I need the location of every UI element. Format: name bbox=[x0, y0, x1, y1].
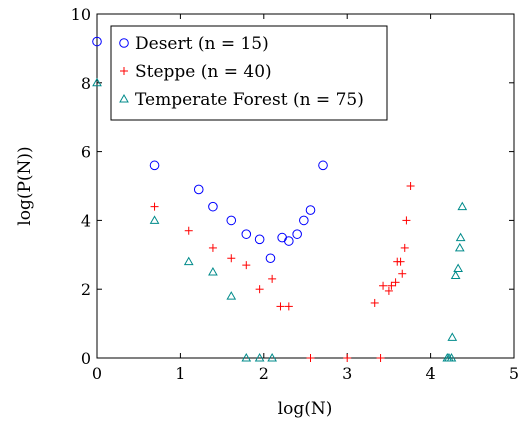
triangle-point bbox=[149, 215, 160, 224]
series-2 bbox=[92, 77, 468, 362]
triangle-point bbox=[226, 291, 237, 300]
plus-point bbox=[384, 286, 393, 295]
circle-point bbox=[254, 234, 265, 245]
y-tick-label: 2 bbox=[81, 280, 91, 299]
triangle-point bbox=[254, 352, 265, 362]
triangle-point bbox=[450, 270, 461, 279]
y-tick-label: 10 bbox=[71, 5, 91, 24]
legend-box bbox=[110, 25, 388, 121]
y-tick-label: 8 bbox=[81, 74, 91, 93]
circle-point bbox=[277, 232, 287, 243]
legend: Desert (n = 15) Steppe (n = 40) Temperate … bbox=[110, 25, 388, 121]
y-tick-label: 6 bbox=[81, 143, 91, 162]
x-axis-label: log(N) bbox=[278, 399, 333, 419]
x-tick-label: 1 bbox=[175, 364, 185, 383]
circle-point bbox=[318, 160, 328, 171]
plus-point bbox=[398, 269, 407, 278]
triangle-point bbox=[183, 256, 194, 266]
circle-point bbox=[292, 229, 302, 239]
circle-point bbox=[265, 253, 276, 264]
circle-point bbox=[92, 36, 102, 47]
circle-point bbox=[208, 201, 218, 212]
circle-point bbox=[299, 215, 309, 226]
legend-marker-0 bbox=[119, 38, 129, 48]
plus-point bbox=[396, 257, 405, 266]
circle-point bbox=[305, 205, 316, 215]
x-tick-label: 0 bbox=[92, 364, 102, 383]
plus-point bbox=[276, 302, 285, 311]
plus-point bbox=[402, 216, 411, 225]
triangle-point bbox=[92, 77, 102, 87]
triangle-point bbox=[454, 242, 465, 252]
plus-point bbox=[400, 243, 409, 252]
circle-point bbox=[226, 215, 237, 226]
plus-point bbox=[255, 285, 264, 294]
legend-marker-1 bbox=[120, 67, 128, 75]
data-marks bbox=[92, 36, 468, 362]
circle-point bbox=[193, 184, 204, 195]
triangle-point bbox=[457, 201, 468, 211]
circle-point bbox=[284, 236, 294, 246]
plus-point bbox=[284, 302, 293, 311]
triangle-point bbox=[446, 352, 457, 362]
plus-point bbox=[184, 226, 193, 235]
triangle-point bbox=[453, 263, 463, 273]
axis-ticks: 0 1 2 3 4 5 0 2 4 6 8 10 bbox=[71, 5, 519, 383]
x-tick-label: 3 bbox=[342, 364, 352, 383]
plot-frame bbox=[96, 13, 515, 359]
legend-label-1: Steppe (n = 40) bbox=[135, 62, 272, 82]
x-tick-label: 4 bbox=[426, 364, 436, 383]
triangle-point bbox=[241, 352, 252, 362]
legend-marker-2 bbox=[119, 93, 129, 103]
plus-point bbox=[376, 354, 385, 362]
circle-point bbox=[241, 229, 252, 239]
plus-point bbox=[379, 281, 388, 290]
y-axis-label: log(P(N)) bbox=[15, 146, 35, 225]
triangle-point bbox=[447, 332, 458, 341]
plus-point bbox=[150, 202, 159, 211]
plus-point bbox=[370, 298, 379, 307]
series-1 bbox=[150, 182, 415, 362]
plus-point bbox=[227, 254, 236, 263]
legend-label-2: Temperate Forest (n = 75) bbox=[135, 90, 364, 110]
x-tick-label: 2 bbox=[259, 364, 269, 383]
circle-point bbox=[149, 160, 160, 171]
plus-point bbox=[406, 182, 415, 190]
y-tick-label: 4 bbox=[81, 211, 91, 230]
plus-point bbox=[391, 278, 400, 287]
plus-point bbox=[306, 354, 315, 362]
plus-point bbox=[242, 261, 251, 270]
legend-label-0: Desert (n = 15) bbox=[135, 34, 269, 54]
x-tick-label: 5 bbox=[509, 364, 519, 383]
y-tick-label: 0 bbox=[81, 349, 91, 368]
plus-point bbox=[343, 354, 352, 362]
triangle-point bbox=[455, 232, 466, 242]
plus-point bbox=[208, 243, 217, 252]
plus-point bbox=[268, 274, 277, 283]
triangle-point bbox=[208, 266, 218, 276]
plus-point bbox=[387, 281, 396, 290]
series-0 bbox=[92, 36, 328, 264]
triangle-point bbox=[267, 352, 278, 362]
